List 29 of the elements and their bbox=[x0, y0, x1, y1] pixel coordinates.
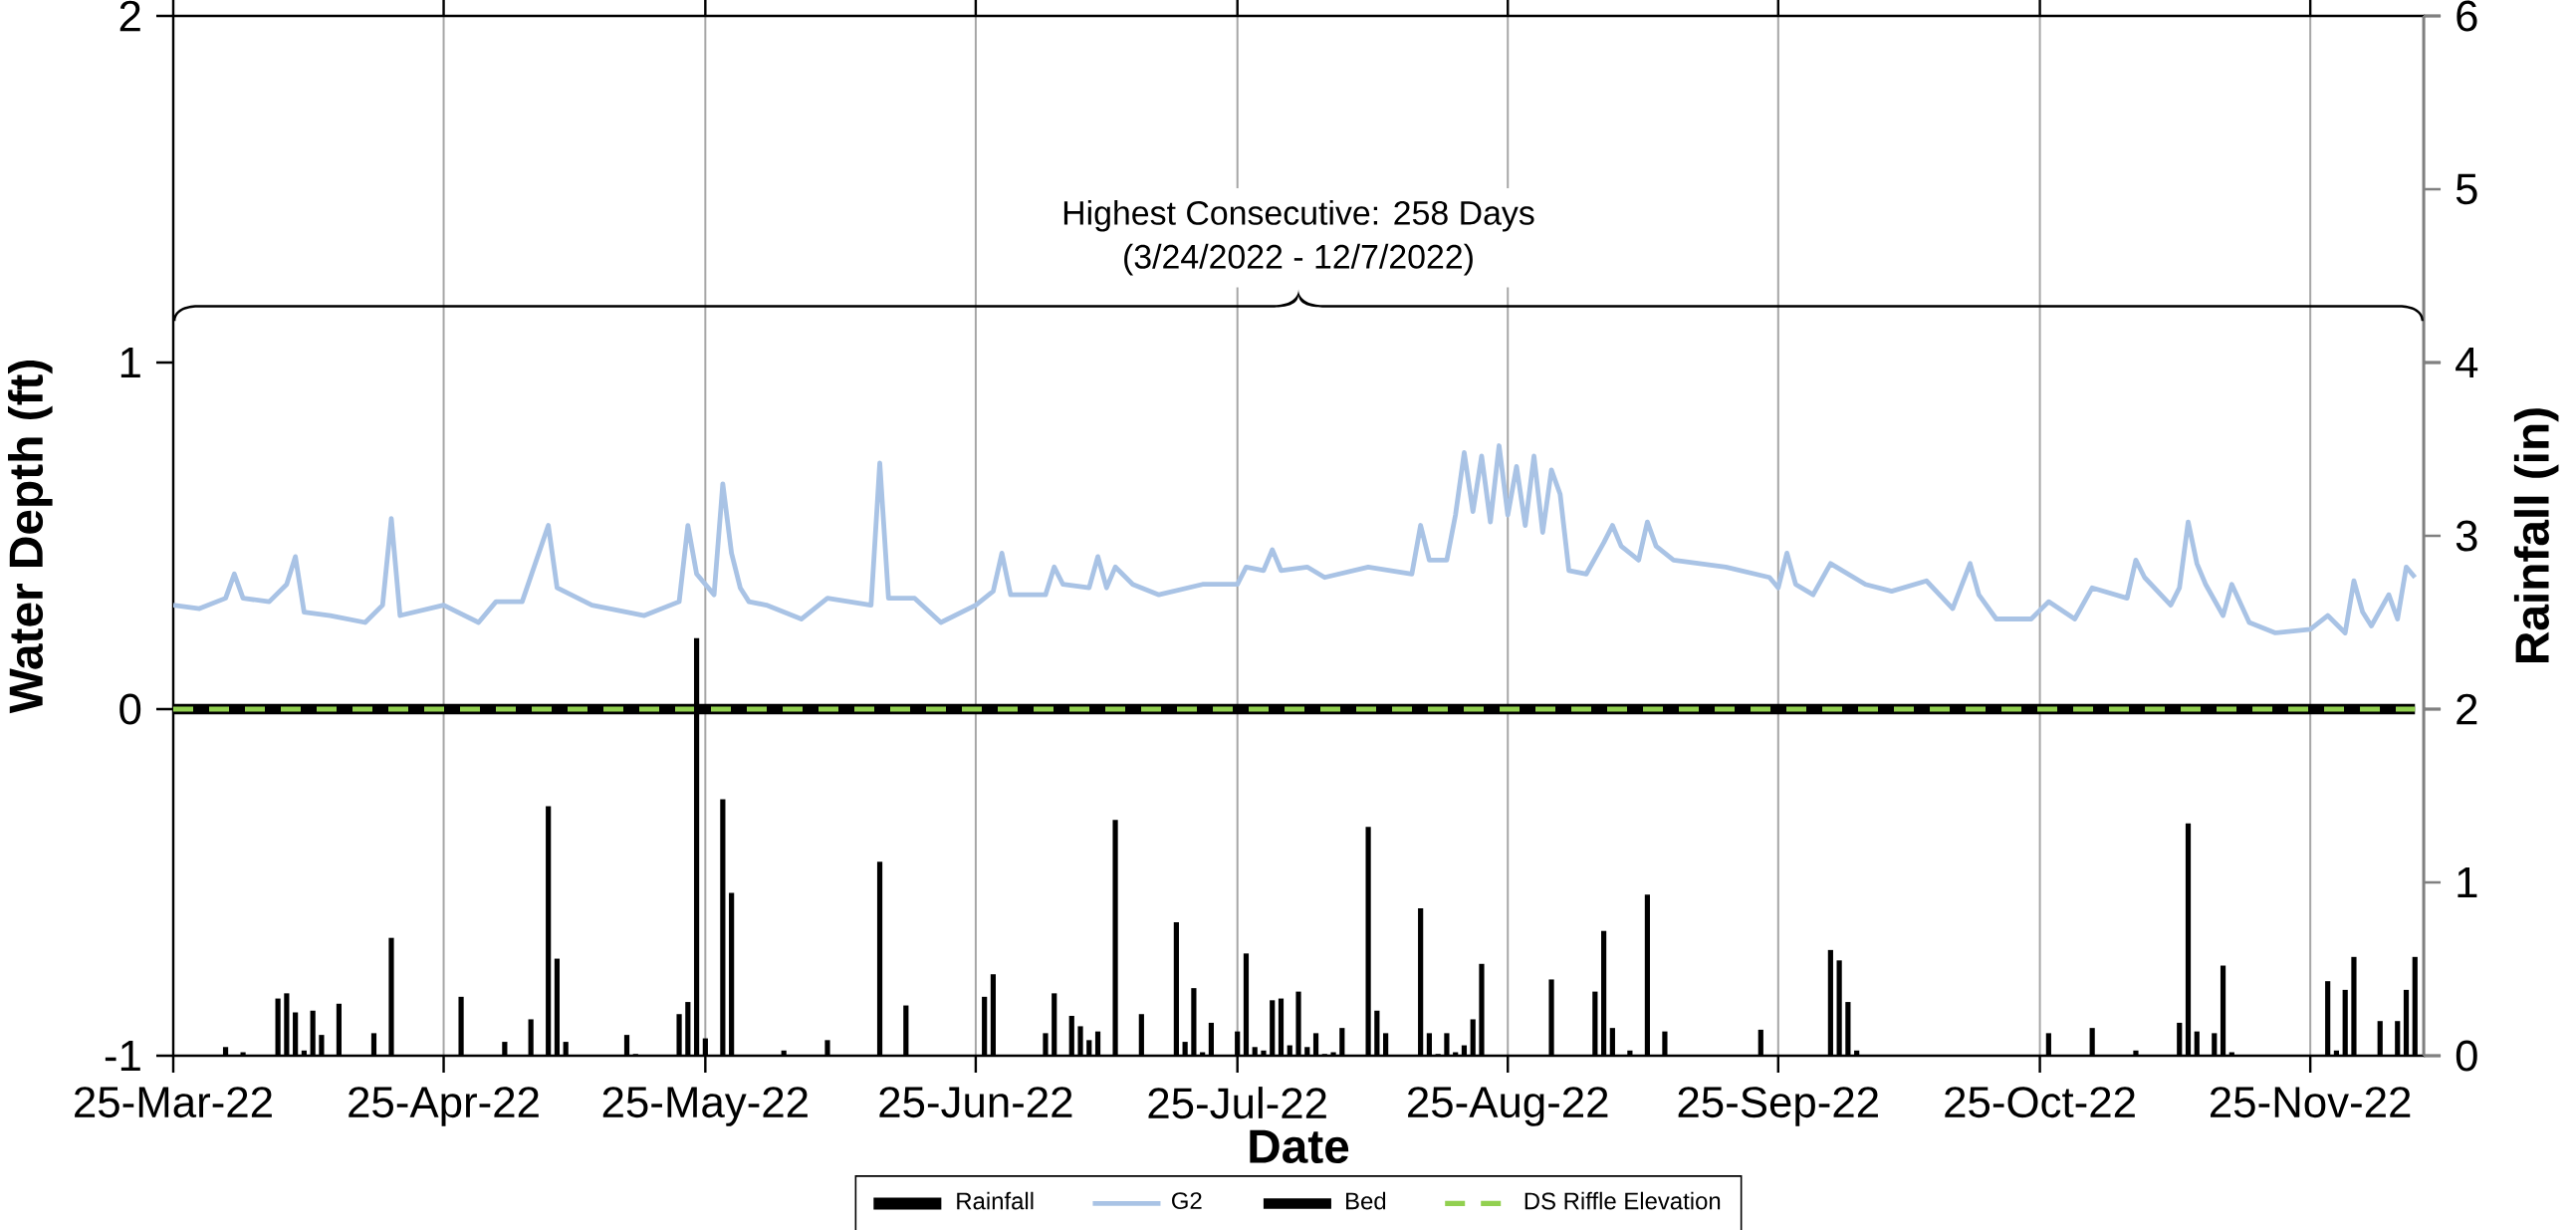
y2-tick-label: 1 bbox=[2458, 866, 2477, 898]
x-tick-label: 25-May-22 bbox=[602, 1087, 808, 1126]
x-axis-title: Date bbox=[1250, 1129, 1349, 1163]
legend-label: Bed bbox=[1346, 1191, 1386, 1210]
y-tick-label: 1 bbox=[120, 347, 140, 378]
y2-tick-label: 2 bbox=[2457, 693, 2477, 725]
legend-label: G2 bbox=[1172, 1192, 1202, 1210]
x-tick-label: 25-Nov-22 bbox=[2211, 1087, 2411, 1118]
y-tick-label: -1 bbox=[105, 1040, 140, 1072]
y2-axis-title: Rainfall (in) bbox=[2513, 408, 2559, 662]
y2-tick-label: 5 bbox=[2456, 173, 2477, 205]
x-tick-label: 25-Apr-22 bbox=[349, 1087, 539, 1126]
y-axis-title: Water Depth (ft) bbox=[8, 360, 53, 714]
x-tick-label: 25-Aug-22 bbox=[1408, 1087, 1608, 1126]
y2-tick-label: 0 bbox=[2456, 1040, 2477, 1072]
x-tick-label: 25-Sep-22 bbox=[1678, 1087, 1878, 1126]
y-tick-label: 2 bbox=[119, 0, 140, 32]
y2-tick-label: 3 bbox=[2456, 520, 2477, 552]
x-tick-label: 25-Oct-22 bbox=[1945, 1087, 2135, 1118]
x-tick-label: 25-Jul-22 bbox=[1148, 1087, 1326, 1119]
legend-label: Rainfall bbox=[957, 1191, 1034, 1210]
x-tick-label: 25-Mar-22 bbox=[75, 1087, 272, 1118]
legend-label: DS Riffle Elevation bbox=[1524, 1191, 1721, 1210]
x-tick-label: 25-Jun-22 bbox=[879, 1087, 1072, 1118]
y-tick-label: 0 bbox=[119, 693, 141, 725]
y2-tick-label: 6 bbox=[2457, 0, 2477, 32]
y2-tick-label: 4 bbox=[2456, 347, 2478, 378]
annotation: Highest Consecutive: 258 Days bbox=[1063, 200, 1534, 232]
annotation: (3/24/2022 - 12/7/2022) bbox=[1124, 243, 1473, 276]
